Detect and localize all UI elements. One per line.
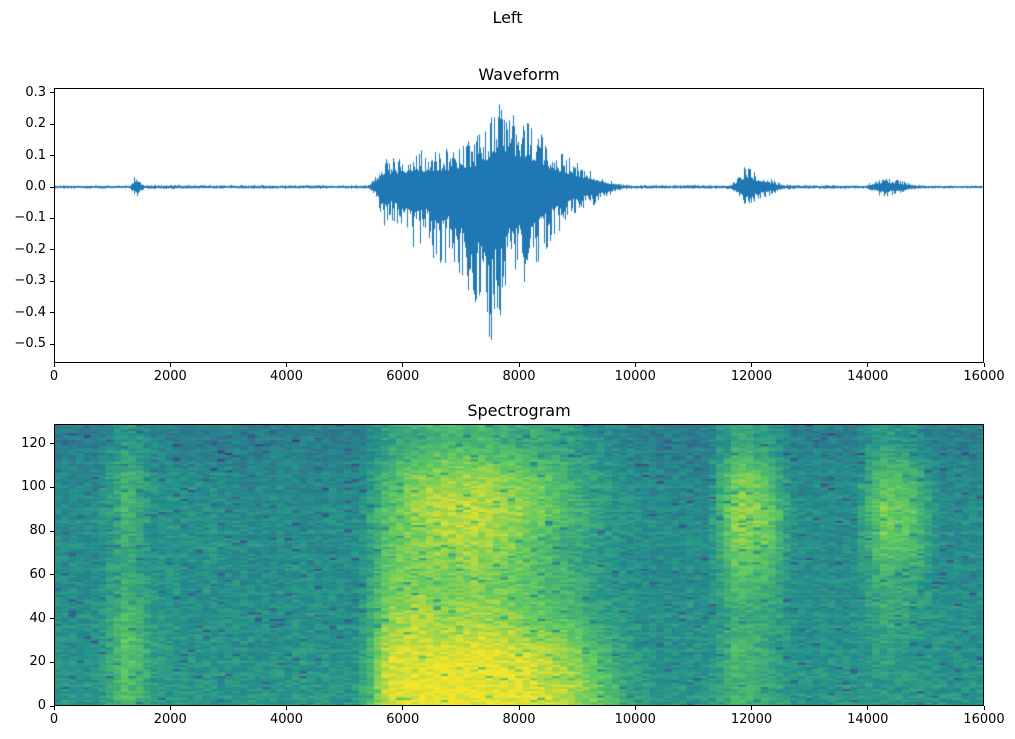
- y-tick-mark: [50, 123, 54, 125]
- y-tick-label: −0.1: [14, 210, 46, 226]
- x-tick-label: 8000: [502, 369, 536, 384]
- y-tick-mark: [50, 530, 54, 532]
- y-tick-label: 40: [29, 610, 46, 626]
- waveform-title: Waveform: [478, 65, 560, 84]
- x-tick-label: 4000: [269, 369, 304, 384]
- x-tick-label: 6000: [386, 369, 420, 384]
- y-tick-mark: [50, 486, 54, 488]
- x-tick-label: 4000: [269, 712, 304, 727]
- x-tick-label: 2000: [153, 712, 187, 727]
- y-tick-label: 100: [21, 479, 46, 495]
- y-tick-label: 0.0: [25, 179, 46, 194]
- y-tick-mark: [50, 705, 54, 707]
- x-tick-mark: [402, 363, 404, 367]
- x-tick-mark: [983, 706, 985, 710]
- x-tick-label: 16000: [963, 712, 1005, 727]
- x-tick-mark: [634, 706, 636, 710]
- y-tick-mark: [50, 661, 54, 663]
- x-tick-label: 6000: [386, 712, 420, 727]
- spectrogram-plot-canvas: [54, 424, 984, 706]
- y-tick-label: 0.1: [25, 147, 46, 163]
- x-tick-mark: [402, 706, 404, 710]
- x-tick-mark: [286, 363, 287, 367]
- x-tick-mark: [751, 363, 752, 367]
- y-tick-label: 0.2: [25, 116, 46, 132]
- y-tick-label: −0.4: [14, 304, 46, 320]
- y-tick-label: 20: [29, 654, 46, 670]
- figure-suptitle: Left: [492, 8, 523, 27]
- x-tick-mark: [983, 363, 985, 367]
- y-tick-label: −0.3: [14, 273, 46, 289]
- y-tick-mark: [50, 249, 54, 251]
- y-tick-mark: [50, 186, 54, 188]
- x-tick-mark: [867, 706, 869, 710]
- x-tick-mark: [53, 706, 55, 710]
- y-tick-mark: [50, 443, 54, 445]
- y-tick-mark: [50, 155, 54, 157]
- y-tick-mark: [50, 343, 54, 345]
- x-tick-mark: [518, 363, 520, 367]
- y-tick-mark: [50, 574, 54, 576]
- y-tick-mark: [50, 618, 54, 620]
- y-tick-mark: [50, 217, 54, 219]
- y-tick-mark: [50, 92, 54, 94]
- x-tick-label: 8000: [502, 712, 536, 727]
- y-tick-label: 80: [29, 523, 46, 539]
- x-tick-label: 14000: [847, 712, 889, 727]
- x-tick-mark: [169, 706, 171, 710]
- y-tick-label: 0.3: [25, 84, 46, 100]
- y-tick-mark: [50, 280, 54, 282]
- x-tick-label: 0: [49, 712, 59, 727]
- y-tick-label: −0.5: [14, 336, 46, 352]
- x-tick-mark: [518, 706, 520, 710]
- x-tick-mark: [169, 363, 171, 367]
- y-tick-mark: [50, 312, 54, 314]
- x-tick-label: 10000: [614, 369, 656, 384]
- y-tick-label: 60: [29, 566, 46, 582]
- x-tick-label: 10000: [614, 712, 656, 727]
- x-tick-label: 12000: [730, 712, 773, 727]
- x-tick-label: 2000: [153, 369, 187, 384]
- y-tick-label: −0.2: [14, 241, 46, 257]
- x-tick-label: 16000: [963, 369, 1005, 384]
- x-tick-label: 12000: [730, 369, 773, 384]
- spectrogram-title: Spectrogram: [467, 401, 571, 420]
- x-tick-mark: [634, 363, 636, 367]
- x-tick-label: 0: [49, 369, 59, 384]
- x-tick-mark: [751, 706, 752, 710]
- waveform-plot-canvas: [54, 88, 984, 363]
- y-tick-label: 120: [21, 435, 46, 451]
- x-tick-mark: [286, 706, 287, 710]
- x-tick-label: 14000: [847, 369, 889, 384]
- x-tick-mark: [867, 363, 869, 367]
- x-tick-mark: [53, 363, 55, 367]
- y-tick-label: 0: [37, 698, 46, 713]
